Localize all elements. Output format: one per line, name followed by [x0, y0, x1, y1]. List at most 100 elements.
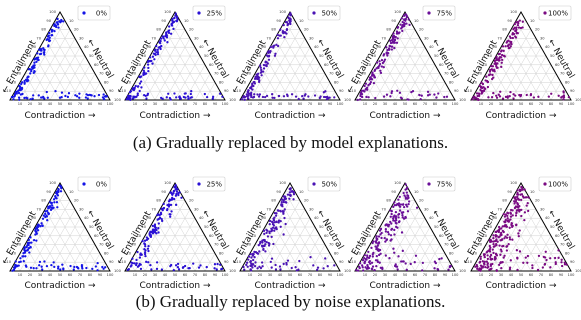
data-point [298, 259, 301, 263]
data-point [165, 96, 168, 99]
data-point [265, 61, 268, 64]
data-point [165, 208, 169, 212]
legend-label: 100% [548, 181, 568, 189]
data-point [20, 88, 23, 91]
data-point [307, 95, 310, 98]
data-point [476, 94, 479, 98]
data-point [151, 224, 155, 228]
data-point [131, 97, 135, 100]
tick-label-bottom: 10 [248, 273, 253, 277]
data-point [406, 15, 409, 19]
tick-label-left: 10 [236, 89, 241, 93]
data-point [136, 250, 139, 254]
data-point [404, 188, 407, 191]
data-point [167, 203, 170, 206]
data-point [404, 183, 407, 186]
tick-label-right: 100 [229, 98, 237, 102]
tick-label-bottom: 100 [568, 273, 576, 277]
data-point [390, 91, 393, 95]
data-point [245, 95, 249, 98]
data-point [398, 209, 402, 212]
data-point [150, 268, 153, 271]
tick-label-right: 20 [535, 199, 540, 203]
data-point [393, 214, 396, 217]
data-point [492, 91, 495, 95]
scatter-points [240, 12, 336, 101]
data-point [375, 61, 379, 64]
legend-label: 75% [436, 10, 452, 18]
data-point [426, 90, 430, 93]
data-point [497, 225, 501, 229]
data-point [261, 95, 265, 99]
data-point [509, 40, 512, 43]
tick-label-left: 10 [121, 260, 126, 264]
data-point [45, 264, 49, 268]
data-point [496, 240, 499, 243]
grid-line [134, 253, 146, 272]
data-point [400, 231, 404, 234]
data-point [395, 265, 399, 268]
data-point [101, 96, 105, 99]
data-point [167, 92, 170, 95]
data-point [531, 264, 534, 267]
grid-line [329, 91, 336, 101]
data-point [138, 89, 141, 93]
data-point [392, 34, 396, 38]
data-point [172, 27, 175, 31]
data-point [272, 46, 275, 49]
tick-label-left: 80 [271, 28, 276, 32]
data-point [178, 95, 181, 99]
tick-label-right: 80 [219, 251, 224, 255]
data-point [18, 260, 21, 264]
tick-label-bottom: 30 [268, 273, 273, 277]
data-point [409, 262, 412, 266]
data-point [89, 94, 92, 97]
data-point [503, 237, 506, 240]
tick-label-bottom: 60 [68, 273, 73, 277]
data-point [80, 265, 84, 268]
data-point [395, 222, 398, 225]
data-point [490, 96, 494, 99]
data-point [211, 97, 214, 100]
data-point [131, 257, 134, 260]
data-point [481, 266, 484, 269]
data-point [407, 18, 410, 21]
data-point [60, 187, 63, 190]
data-point [29, 245, 32, 249]
data-point [398, 91, 402, 94]
tick-label-left: 40 [482, 63, 487, 67]
data-point [213, 263, 217, 266]
grid-line [495, 55, 522, 101]
tick-label-right: 50 [319, 225, 324, 229]
data-point [153, 223, 157, 226]
grid-line [540, 73, 557, 101]
data-point [184, 96, 187, 99]
data-point [243, 98, 246, 101]
grid-line [34, 55, 61, 101]
data-point [275, 212, 278, 215]
data-point [286, 94, 289, 98]
legend-label: 25% [206, 181, 222, 189]
data-point [560, 264, 564, 268]
data-point [421, 269, 424, 272]
data-point [393, 228, 396, 232]
tick-label-bottom: 10 [479, 102, 484, 106]
data-point [284, 20, 288, 24]
data-point [262, 248, 265, 252]
grid-line [19, 191, 66, 272]
data-point [522, 196, 525, 199]
data-point [166, 41, 169, 44]
data-point [531, 266, 534, 270]
data-point [520, 193, 524, 196]
data-point [27, 243, 30, 247]
tick-label-bottom: 60 [183, 273, 188, 277]
grid-line [69, 64, 91, 101]
data-point [135, 258, 138, 262]
axis-title-contradiction: Contradiction → [139, 111, 211, 121]
tick-label-bottom: 80 [549, 102, 554, 106]
data-point [393, 204, 396, 207]
tick-label-right: 80 [104, 251, 109, 255]
data-point [50, 28, 53, 31]
data-point [197, 266, 201, 269]
data-point [553, 256, 557, 260]
